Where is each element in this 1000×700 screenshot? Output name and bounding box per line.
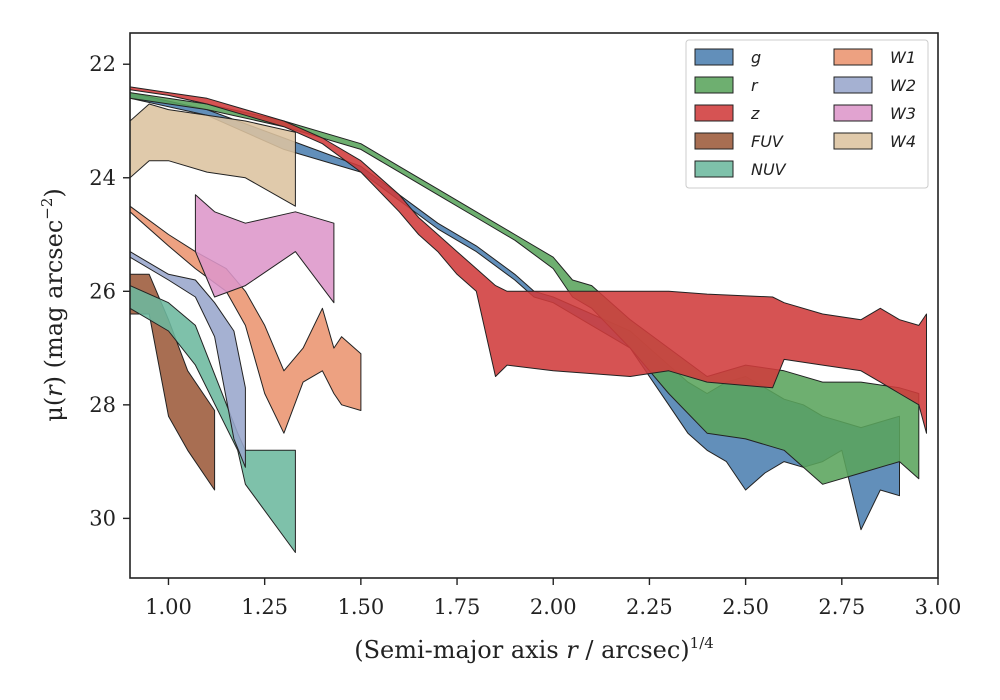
legend-label-fuv: FUV bbox=[751, 132, 784, 151]
legend-swatch-g bbox=[694, 48, 734, 66]
x-tick-label: 1.75 bbox=[434, 595, 481, 619]
x-axis-label: (Semi-major axis r / arcsec)1/4 bbox=[354, 634, 714, 664]
legend-label-w4: W4 bbox=[890, 132, 916, 151]
y-tick-label: 22 bbox=[89, 52, 116, 76]
y-tick-label: 30 bbox=[89, 506, 116, 530]
x-tick-label: 2.50 bbox=[722, 595, 769, 619]
legend-label-w3: W3 bbox=[890, 104, 916, 123]
legend-swatch-w4 bbox=[833, 132, 873, 150]
x-tick-label: 1.00 bbox=[145, 595, 192, 619]
series-band-w3 bbox=[194, 194, 335, 304]
x-axis-label-prefix: (Semi-major axis bbox=[354, 636, 566, 664]
legend-swatch-fuv bbox=[694, 132, 734, 150]
y-axis-ticks: 22 24 26 28 30 bbox=[89, 52, 130, 530]
y-tick-label: 24 bbox=[89, 166, 116, 190]
legend-swatch-w3 bbox=[833, 104, 873, 122]
legend-label-z: z bbox=[750, 104, 760, 123]
legend-swatch-z bbox=[694, 104, 734, 122]
series-band-nuv bbox=[130, 285, 296, 553]
series-band-z bbox=[130, 86, 927, 434]
legend-label-w1: W1 bbox=[890, 48, 916, 67]
series-band-w4 bbox=[130, 103, 296, 207]
x-tick-label: 3.00 bbox=[915, 595, 962, 619]
x-tick-label: 2.00 bbox=[530, 595, 577, 619]
y-tick-label: 26 bbox=[89, 279, 116, 303]
legend-swatch-w2 bbox=[833, 76, 873, 94]
x-axis-ticks: 1.00 1.25 1.50 1.75 2.00 2.25 2.50 2.75 3.00 bbox=[145, 578, 961, 619]
x-tick-label: 2.25 bbox=[626, 595, 673, 619]
legend-label-w2: W2 bbox=[890, 76, 916, 95]
series-band-w2 bbox=[130, 251, 246, 468]
legend-swatch-w1 bbox=[833, 48, 873, 66]
legend: grz FUV NUV W1 W2 W3 W4 bbox=[685, 39, 929, 189]
y-axis-label-close: ) bbox=[40, 188, 68, 197]
legend-label-nuv: NUV bbox=[751, 160, 787, 179]
x-axis-label-exponent: 1/4 bbox=[690, 634, 714, 652]
x-axis-label-var: r bbox=[566, 636, 579, 664]
legend-label-g: g bbox=[751, 48, 761, 67]
x-tick-label: 2.75 bbox=[818, 595, 865, 619]
y-axis-label-var: r bbox=[40, 384, 68, 397]
plot-frame bbox=[129, 32, 939, 579]
series-band-r bbox=[130, 92, 920, 485]
x-tick-label: 1.25 bbox=[241, 595, 288, 619]
y-axis-label-exponent: −2 bbox=[38, 198, 56, 220]
x-tick-label: 1.50 bbox=[337, 595, 384, 619]
y-tick-label: 28 bbox=[89, 393, 116, 417]
series-layer bbox=[130, 86, 927, 553]
legend-swatch-r bbox=[694, 76, 734, 94]
y-axis-label: μ(r) (mag arcsec−2) bbox=[38, 188, 68, 422]
legend-swatch-nuv bbox=[694, 160, 734, 178]
x-axis-label-suffix: / arcsec) bbox=[578, 636, 690, 664]
legend-label-r: r bbox=[751, 76, 759, 95]
y-axis-label-prefix: μ( bbox=[40, 397, 68, 422]
y-axis-label-suffix: ) (mag arcsec bbox=[40, 220, 68, 386]
